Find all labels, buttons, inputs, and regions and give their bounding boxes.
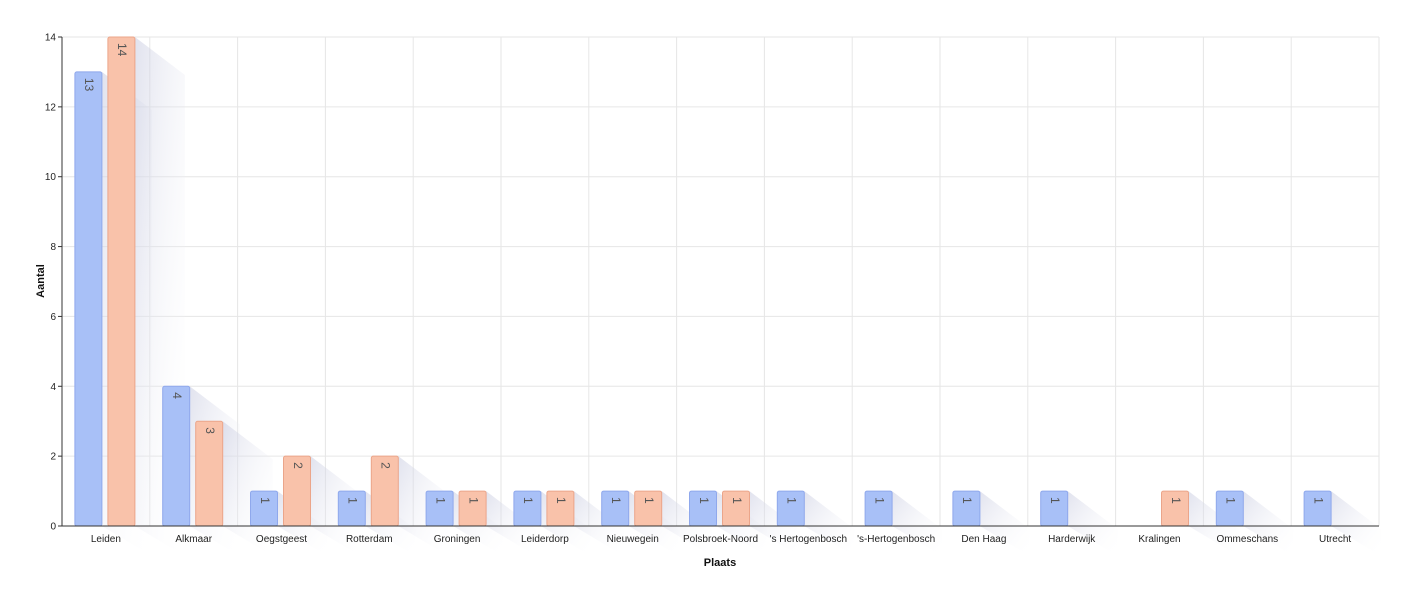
- bar-value-label: 1: [1169, 497, 1183, 504]
- y-tick-label: 6: [50, 312, 56, 323]
- bar-shadow: [486, 491, 537, 556]
- bar-shadow: [892, 491, 943, 556]
- bar-value-label: 1: [1224, 497, 1238, 504]
- y-tick-label: 12: [45, 102, 57, 113]
- x-axis-title: Plaats: [704, 557, 736, 569]
- bar-value-label: 1: [521, 497, 535, 504]
- bar-shadow: [1188, 491, 1239, 556]
- bar-value-label: 1: [346, 497, 360, 504]
- bar-value-label: 1: [1048, 497, 1062, 504]
- x-tick-label: Leiden: [91, 534, 121, 545]
- x-tick-label: Kralingen: [1138, 534, 1180, 545]
- bar-shadow: [1067, 491, 1118, 556]
- bar-value-label: 14: [115, 43, 129, 57]
- y-tick-label: 10: [45, 172, 57, 183]
- x-tick-label: Alkmaar: [175, 534, 212, 545]
- bar-shadow: [804, 491, 855, 556]
- bar-series-1: [74, 71, 103, 527]
- bars-layer: 13 4 1 1 1 1 1 1 1 1 1 1 1 1 14 3 2 2 1 1 1 1 1: [74, 36, 1332, 527]
- bar-value-label: 1: [466, 497, 480, 504]
- bar-value-label: 1: [872, 497, 886, 504]
- x-tick-label: Rotterdam: [346, 534, 393, 545]
- bar-series-2: [107, 36, 136, 527]
- bar-shadow: [310, 456, 361, 556]
- bar-value-label: 1: [642, 497, 656, 504]
- bar-shadow: [749, 491, 800, 556]
- y-tick-label: 8: [50, 242, 56, 253]
- bar-series-1: [162, 385, 191, 527]
- bar-shadow: [398, 456, 449, 556]
- bar-value-label: 1: [258, 497, 272, 504]
- bar-shadow: [573, 491, 624, 556]
- bar-value-label: 3: [203, 427, 217, 434]
- x-tick-label: 's Hertogenbosch: [770, 534, 848, 545]
- x-tick-label: Oegstgeest: [256, 534, 307, 545]
- bar-value-label: 2: [379, 462, 393, 469]
- bar-value-label: 1: [960, 497, 974, 504]
- x-tick-label: Ommeschans: [1216, 534, 1278, 545]
- bar-series-2: [195, 420, 224, 527]
- bar-value-label: 4: [170, 392, 184, 399]
- bar-value-label: 2: [291, 462, 305, 469]
- bar-shadow: [1331, 491, 1382, 556]
- bar-value-label: 1: [1311, 497, 1325, 504]
- x-tick-label: Den Haag: [961, 534, 1006, 545]
- bar-value-label: 1: [433, 497, 447, 504]
- x-tick-label: Harderwijk: [1048, 534, 1096, 545]
- bar-value-label: 1: [697, 497, 711, 504]
- bar-shadow: [979, 491, 1030, 556]
- y-tick-label: 0: [50, 522, 56, 533]
- x-tick-label: 's-Hertogenbosch: [857, 534, 935, 545]
- x-tick-label: Leiderdorp: [521, 534, 569, 545]
- bar-value-label: 1: [785, 497, 799, 504]
- y-tick-label: 2: [50, 452, 56, 463]
- grid-layer: [62, 36, 1380, 526]
- x-tick-label: Polsbroek-Noord: [683, 534, 758, 545]
- bar-value-label: 1: [730, 497, 744, 504]
- bar-value-label: 1: [554, 497, 568, 504]
- y-tick-label: 14: [45, 33, 57, 44]
- x-tick-label: Utrecht: [1319, 534, 1351, 545]
- y-tick-label: 4: [50, 382, 56, 393]
- bar-value-label: 1: [609, 497, 623, 504]
- bar-shadow: [661, 491, 712, 556]
- bar-shadow: [1243, 491, 1294, 556]
- x-tick-label: Groningen: [434, 534, 481, 545]
- bar-value-label: 13: [82, 78, 96, 92]
- x-tick-label: Nieuwegein: [607, 534, 659, 545]
- y-axis-title: Aantal: [35, 264, 47, 298]
